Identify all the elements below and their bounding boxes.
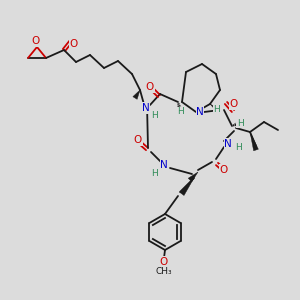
Polygon shape [210, 104, 220, 112]
Polygon shape [188, 172, 198, 182]
Polygon shape [133, 90, 140, 99]
Text: N: N [142, 103, 150, 113]
Text: O: O [146, 82, 154, 92]
Text: O: O [230, 99, 238, 109]
Polygon shape [250, 132, 258, 151]
Text: H: H [235, 143, 242, 152]
Text: N: N [196, 107, 204, 117]
Text: H: H [237, 118, 243, 127]
Text: O: O [160, 257, 168, 267]
Text: H: H [177, 107, 183, 116]
Text: CH₃: CH₃ [156, 268, 172, 277]
Text: N: N [224, 139, 232, 149]
Text: O: O [220, 165, 228, 175]
Text: O: O [134, 135, 142, 145]
Text: O: O [32, 36, 40, 46]
Text: H: H [214, 104, 220, 113]
Text: H: H [152, 169, 158, 178]
Text: N: N [160, 160, 168, 170]
Polygon shape [180, 178, 194, 196]
Text: H: H [152, 112, 158, 121]
Text: O: O [70, 39, 78, 49]
